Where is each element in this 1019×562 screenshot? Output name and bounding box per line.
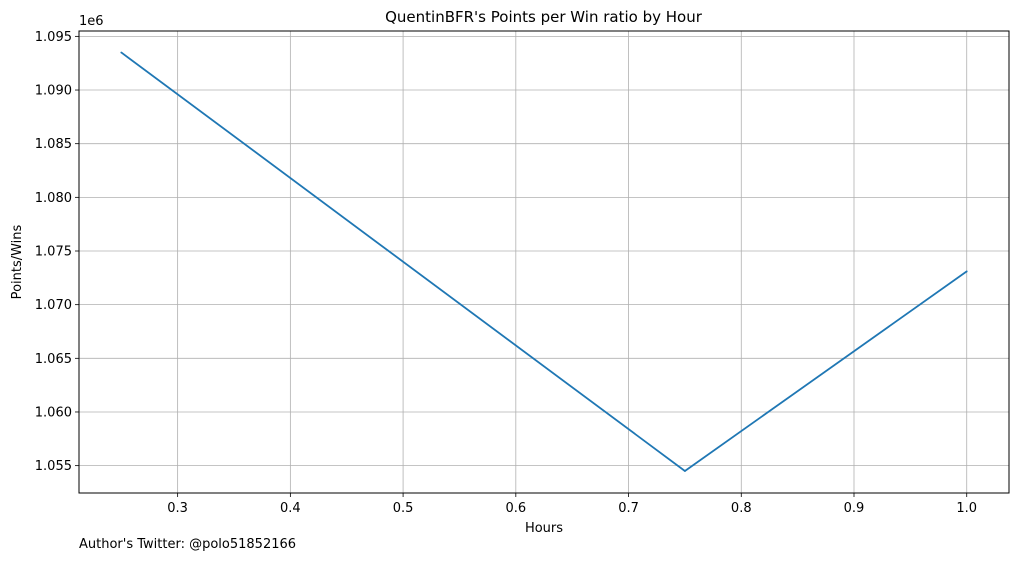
x-tick-label: 0.3 — [167, 501, 188, 516]
data-point — [684, 470, 686, 472]
plot-frame — [78, 30, 1010, 494]
x-tick-label: 0.4 — [280, 501, 301, 516]
y-tick-label: 1.085 — [35, 137, 72, 152]
y-tick-label: 1.080 — [35, 191, 72, 206]
y-tick-label: 1.070 — [35, 298, 72, 313]
data-point — [965, 270, 968, 273]
x-tick-label: 0.7 — [618, 501, 639, 516]
x-tick-label: 0.8 — [731, 501, 752, 516]
y-tick-label: 1.055 — [35, 459, 72, 474]
y-axis-label: Points/Wins — [10, 224, 25, 299]
y-tick-label: 1.095 — [35, 30, 72, 45]
series-layer — [120, 51, 968, 472]
chart-title: QuentinBFR's Points per Win ratio by Hou… — [385, 8, 703, 26]
data-point — [120, 51, 123, 54]
axis-ticks: 0.3 0.4 0.5 0.6 0.7 0.8 0.9 1.0 1.055 1.060 1.065 1… — [35, 30, 977, 516]
author-twitter-footnote: Author's Twitter: @polo51852166 — [79, 537, 297, 552]
x-tick-label: 0.9 — [844, 501, 865, 516]
y-offset-label: 1e6 — [79, 14, 104, 29]
y-tick-label: 1.090 — [35, 84, 72, 99]
y-tick-label: 1.060 — [35, 405, 72, 420]
x-tick-label: 0.6 — [505, 501, 526, 516]
x-axis-label: Hours — [525, 521, 563, 536]
series-line — [120, 51, 968, 472]
x-tick-label: 1.0 — [956, 501, 977, 516]
grid-lines — [79, 31, 1009, 493]
x-tick-label: 0.5 — [393, 501, 414, 516]
y-tick-label: 1.075 — [35, 245, 72, 260]
y-tick-label: 1.065 — [35, 352, 72, 367]
